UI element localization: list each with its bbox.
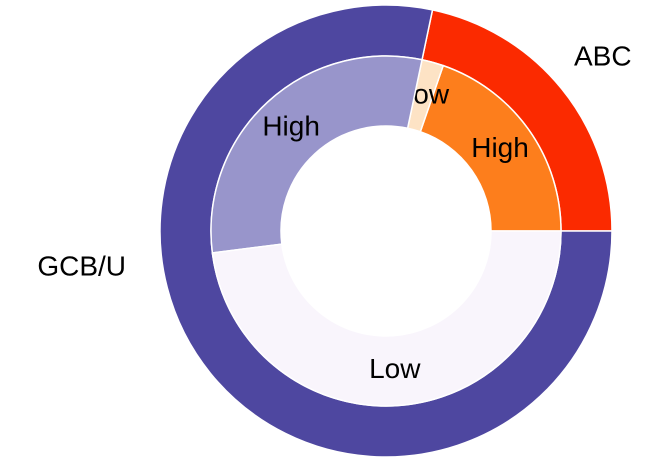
outer-label: ABC [574,40,632,71]
outer-label: GCB/U [37,250,126,281]
inner-label: High [471,132,529,163]
inner-label: High [262,110,320,141]
inner-wedge [211,230,562,407]
inner-label: Low [369,353,421,384]
inner-wedge [210,55,423,254]
